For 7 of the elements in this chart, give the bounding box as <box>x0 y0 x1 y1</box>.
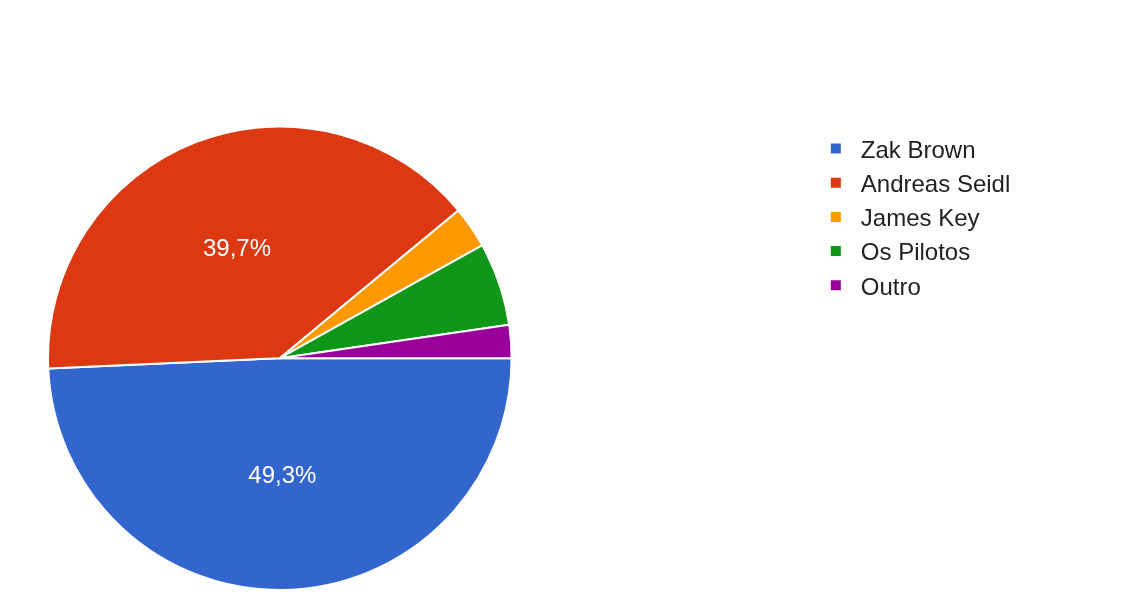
legend-label: James Key <box>860 204 980 232</box>
legend-label: Zak Brown <box>860 135 976 163</box>
data-label: 39,7% <box>203 233 272 261</box>
legend-label: Os Pilotos <box>860 238 971 266</box>
data-label: 49,3% <box>248 460 317 488</box>
legend-label: Andreas Seidl <box>860 170 1011 198</box>
legend-label: Outro <box>860 272 921 300</box>
